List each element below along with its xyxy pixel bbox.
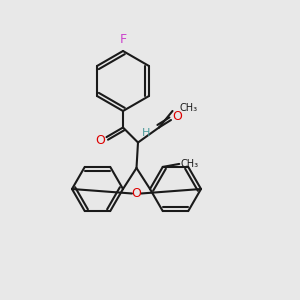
Text: O: O (95, 134, 105, 147)
Text: O: O (173, 110, 182, 124)
Text: H: H (142, 128, 150, 138)
Text: CH₃: CH₃ (181, 159, 199, 169)
Text: O: O (132, 187, 141, 200)
Text: F: F (119, 33, 127, 46)
Text: CH₃: CH₃ (180, 103, 198, 113)
